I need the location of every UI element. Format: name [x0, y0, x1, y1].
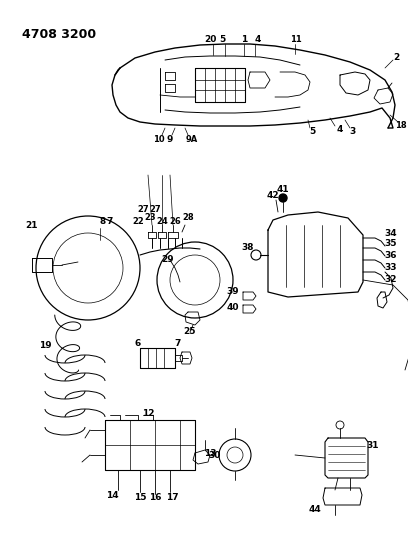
Text: 4: 4	[337, 125, 343, 133]
Text: 34: 34	[385, 230, 397, 238]
Text: 3: 3	[349, 126, 355, 135]
Text: 5: 5	[309, 126, 315, 135]
Text: 22: 22	[132, 217, 144, 227]
Text: 14: 14	[106, 491, 118, 500]
Text: 10: 10	[153, 135, 165, 144]
Text: 12: 12	[142, 408, 154, 417]
Text: 23: 23	[144, 214, 156, 222]
Text: 21: 21	[26, 221, 38, 230]
Text: 26: 26	[169, 217, 181, 227]
Text: 35: 35	[385, 239, 397, 248]
Text: 44: 44	[308, 505, 322, 514]
Text: 19: 19	[39, 341, 51, 350]
Text: 29: 29	[162, 255, 174, 264]
Text: 42: 42	[267, 191, 279, 200]
Text: 33: 33	[385, 263, 397, 272]
Text: 7: 7	[175, 338, 181, 348]
Text: 18: 18	[395, 120, 407, 130]
Text: 13: 13	[204, 449, 216, 458]
Text: 1: 1	[241, 36, 247, 44]
Text: 31: 31	[367, 440, 379, 449]
Text: 41: 41	[277, 185, 289, 195]
Circle shape	[279, 194, 287, 202]
Text: 20: 20	[204, 36, 216, 44]
Text: 11: 11	[290, 36, 302, 44]
Text: 32: 32	[385, 276, 397, 285]
Text: 7: 7	[107, 217, 113, 227]
Text: 4: 4	[255, 36, 261, 44]
Text: 30: 30	[209, 450, 221, 459]
Text: 16: 16	[149, 494, 161, 503]
Text: 40: 40	[227, 303, 239, 312]
Text: 15: 15	[134, 494, 146, 503]
Text: 27: 27	[137, 206, 149, 214]
Text: 6: 6	[135, 338, 141, 348]
Text: 38: 38	[242, 244, 254, 253]
Text: 5: 5	[219, 36, 225, 44]
Text: 24: 24	[156, 217, 168, 227]
Text: 9: 9	[167, 135, 173, 144]
Text: 8: 8	[100, 217, 106, 227]
Text: 17: 17	[166, 494, 178, 503]
Text: 2: 2	[393, 52, 399, 61]
Text: 27: 27	[149, 206, 161, 214]
Text: 4708 3200: 4708 3200	[22, 28, 96, 41]
Text: 28: 28	[182, 214, 194, 222]
Text: 39: 39	[227, 287, 239, 296]
Text: 9A: 9A	[186, 135, 198, 144]
Text: 25: 25	[184, 327, 196, 336]
Text: 36: 36	[385, 252, 397, 261]
